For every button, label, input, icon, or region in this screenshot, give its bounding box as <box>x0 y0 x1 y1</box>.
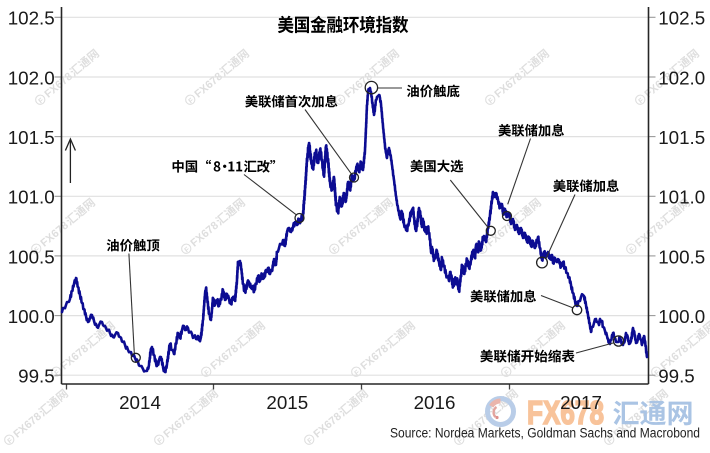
svg-text:100.5: 100.5 <box>658 246 705 267</box>
svg-text:99.5: 99.5 <box>18 366 55 387</box>
svg-text:100.0: 100.0 <box>8 306 55 327</box>
svg-text:99.5: 99.5 <box>658 366 695 387</box>
svg-text:100.0: 100.0 <box>658 306 705 327</box>
svg-text:100.5: 100.5 <box>8 246 55 267</box>
svg-text:2017: 2017 <box>560 392 602 413</box>
svg-text:FX678: FX678 <box>527 394 604 431</box>
svg-text:2015: 2015 <box>266 392 308 413</box>
svg-text:101.5: 101.5 <box>658 127 705 148</box>
svg-text:2014: 2014 <box>119 392 161 413</box>
svg-text:2016: 2016 <box>414 392 456 413</box>
svg-text:102.5: 102.5 <box>8 8 55 29</box>
svg-text:Source: Nordea Markets, Goldma: Source: Nordea Markets, Goldman Sachs an… <box>390 426 700 441</box>
svg-text:101.0: 101.0 <box>8 187 55 208</box>
svg-text:101.0: 101.0 <box>658 187 705 208</box>
svg-text:102.0: 102.0 <box>8 67 55 88</box>
svg-text:102.0: 102.0 <box>658 67 705 88</box>
svg-text:102.5: 102.5 <box>658 8 705 29</box>
svg-text:101.5: 101.5 <box>8 127 55 148</box>
